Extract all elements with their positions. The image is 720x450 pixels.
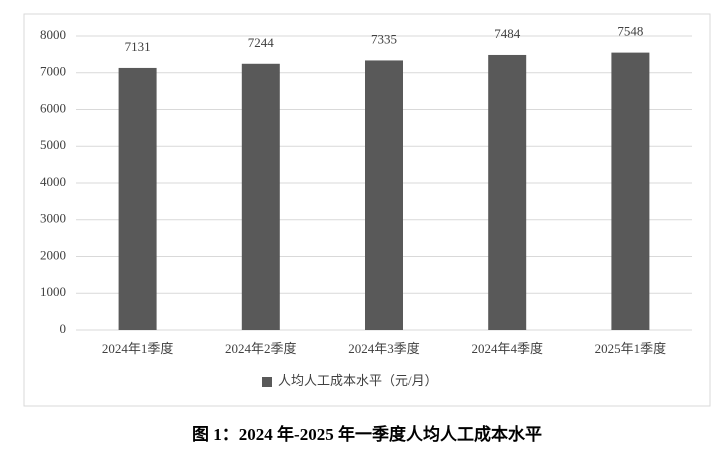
- chart-title: 图 1：2024 年-2025 年一季度人均人工成本水平: [192, 424, 542, 444]
- y-tick-label: 7000: [40, 64, 66, 79]
- value-label: 7548: [617, 24, 643, 39]
- x-tick-label: 2024年3季度: [348, 341, 420, 356]
- y-tick-label: 1000: [40, 284, 66, 299]
- x-tick-label: 2024年4季度: [471, 341, 543, 356]
- y-tick-label: 0: [60, 321, 67, 336]
- bar: [118, 67, 157, 330]
- x-tick-label: 2024年1季度: [102, 341, 174, 356]
- value-label: 7484: [494, 26, 521, 41]
- y-tick-label: 2000: [40, 247, 66, 262]
- value-label: 7335: [371, 31, 397, 46]
- y-tick-label: 8000: [40, 27, 66, 42]
- y-tick-label: 3000: [40, 211, 66, 226]
- bar: [241, 63, 280, 331]
- value-label: 7131: [125, 39, 151, 54]
- y-tick-label: 6000: [40, 100, 66, 115]
- x-tick-label: 2025年1季度: [595, 341, 667, 356]
- bar: [365, 60, 403, 330]
- y-tick-label: 5000: [40, 137, 66, 152]
- bar: [488, 54, 527, 330]
- value-label: 7244: [248, 35, 275, 50]
- bar: [611, 52, 650, 331]
- legend-swatch: [262, 377, 272, 387]
- x-tick-label: 2024年2季度: [225, 341, 297, 356]
- legend-label: 人均人工成本水平（元/月）: [278, 373, 438, 388]
- y-tick-label: 4000: [40, 174, 66, 189]
